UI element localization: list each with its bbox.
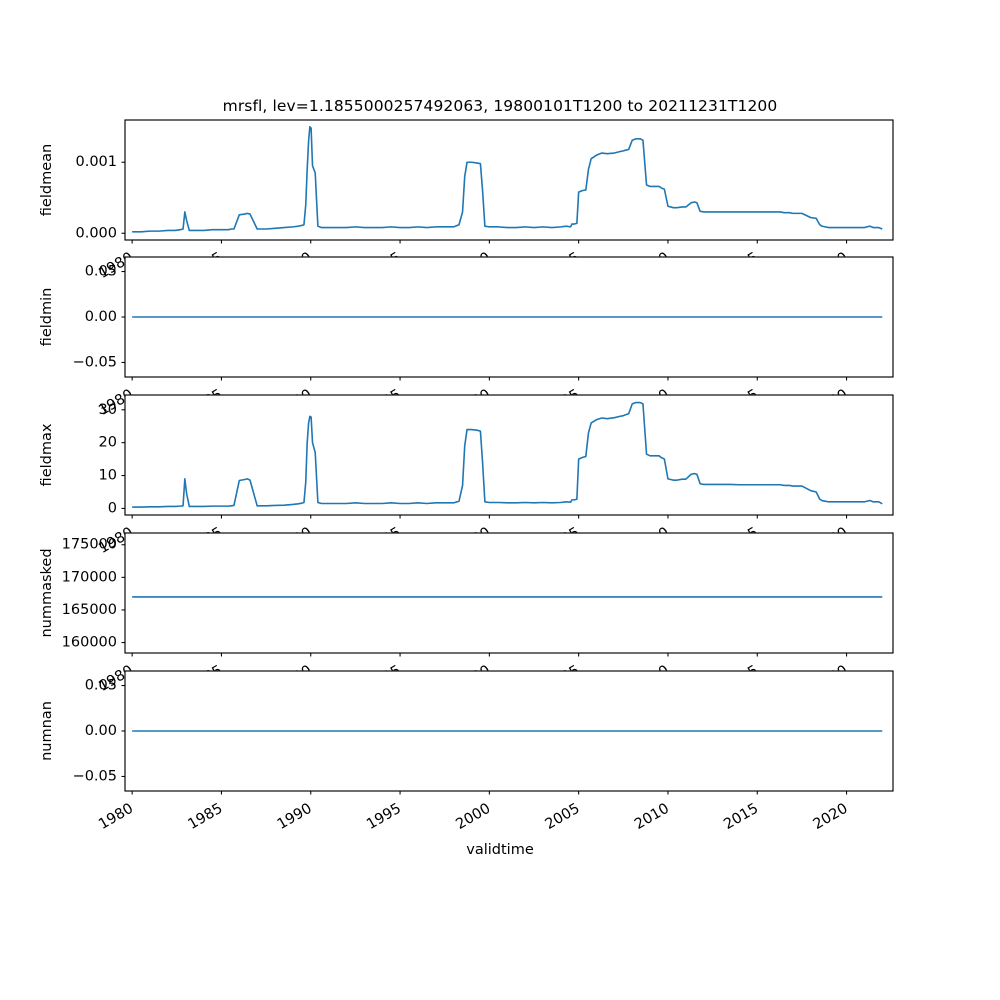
y-tick-label: 0.05 bbox=[85, 678, 117, 694]
axes-spines bbox=[124, 532, 894, 654]
y-tick-label: 30 bbox=[99, 402, 117, 418]
axes-spines bbox=[124, 394, 894, 516]
panel-nummasked: 1980198519901995200020052010201520201600… bbox=[39, 532, 894, 695]
x-axis-label: validtime bbox=[466, 842, 534, 858]
y-tick-label: 165000 bbox=[62, 602, 117, 618]
x-tick-label: 1985 bbox=[185, 801, 225, 833]
x-tick-label: 2005 bbox=[543, 801, 583, 833]
x-tick-label: 2000 bbox=[453, 801, 493, 833]
y-tick-label: 0.00 bbox=[85, 723, 117, 739]
x-tick-label: 1995 bbox=[364, 801, 404, 833]
x-tick-label: 2015 bbox=[721, 801, 761, 833]
panel-fieldmin: 198019851990199520002005201020152020−0.0… bbox=[39, 256, 894, 419]
data-line-fieldmax bbox=[132, 401, 883, 508]
axes-spines bbox=[124, 119, 894, 241]
y-tick-label: 175000 bbox=[62, 537, 117, 553]
y-axis-label-fieldmax: fieldmax bbox=[39, 423, 55, 486]
y-tick-label: 0.00 bbox=[85, 309, 117, 325]
y-tick-label: 170000 bbox=[62, 569, 117, 585]
axes-spines bbox=[124, 670, 894, 792]
x-tick-label: 2020 bbox=[811, 801, 851, 833]
axes-spines bbox=[124, 256, 894, 378]
y-tick-label: 20 bbox=[99, 435, 117, 451]
y-tick-label: −0.05 bbox=[73, 768, 117, 784]
y-tick-label: 0 bbox=[108, 500, 117, 516]
y-tick-label: 0.000 bbox=[75, 225, 117, 241]
panel-numnan: 1980 1985 1990 1995 2000 2005 2010 2015 2020 −0.0… bbox=[39, 670, 894, 833]
figure-title: mrsfl, lev=1.1855000257492063, 19800101T… bbox=[222, 97, 778, 115]
y-tick-label: 160000 bbox=[62, 635, 117, 651]
y-axis-label-nummasked: nummasked bbox=[39, 548, 55, 637]
y-tick-label: 0.05 bbox=[85, 264, 117, 280]
y-tick-label: −0.05 bbox=[73, 354, 117, 370]
y-axis-label-fieldmean: fieldmean bbox=[39, 144, 55, 216]
y-axis-label-numnan: numnan bbox=[39, 701, 55, 761]
y-axis-label-fieldmin: fieldmin bbox=[39, 288, 55, 347]
y-tick-label: 0.001 bbox=[75, 154, 117, 170]
x-tick-label: 2010 bbox=[632, 801, 672, 833]
x-tick-label: 1990 bbox=[275, 801, 315, 833]
x-tick-label: 1980 bbox=[96, 801, 136, 833]
y-tick-label: 10 bbox=[99, 468, 117, 484]
data-line-fieldmean bbox=[132, 125, 883, 233]
